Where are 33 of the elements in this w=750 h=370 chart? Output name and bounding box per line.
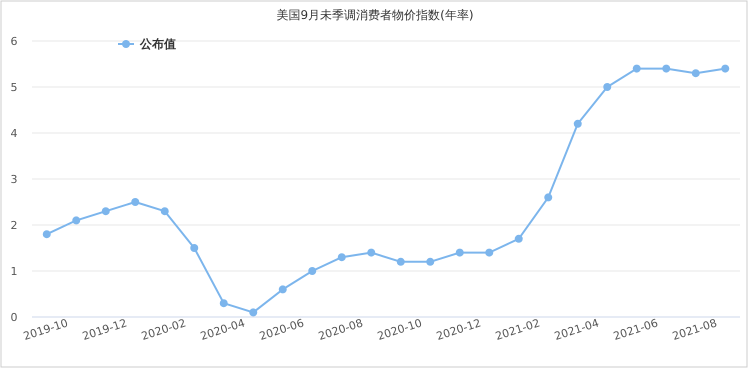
y-tick-label: 6: [10, 35, 18, 48]
point: [131, 198, 140, 206]
y-tick-label: 4: [10, 127, 18, 140]
legend-label: 公布值: [139, 37, 176, 51]
point: [102, 207, 110, 216]
point: [249, 308, 258, 316]
y-tick-label: 5: [10, 81, 18, 94]
point: [456, 248, 464, 257]
point: [692, 69, 700, 78]
y-tick-label: 2: [10, 219, 18, 232]
point: [603, 83, 612, 91]
point: [485, 248, 494, 257]
point: [514, 234, 523, 243]
chart-title: 美国9月未季调消费者物价指数(年率): [276, 8, 474, 22]
point: [308, 267, 316, 275]
y-tick-label: 3: [10, 173, 18, 186]
point: [396, 258, 405, 266]
point: [278, 285, 287, 294]
point: [426, 258, 434, 266]
point: [338, 253, 346, 262]
point: [721, 64, 730, 73]
point: [662, 64, 670, 73]
y-tick-label: 1: [10, 265, 18, 278]
point: [190, 244, 198, 252]
y-tick-label: 0: [10, 311, 18, 324]
point: [160, 207, 169, 216]
point: [42, 230, 51, 238]
point: [367, 248, 376, 257]
point: [544, 193, 552, 202]
point: [574, 120, 582, 128]
point: [72, 216, 80, 224]
point: [632, 64, 641, 73]
point: [220, 299, 228, 308]
